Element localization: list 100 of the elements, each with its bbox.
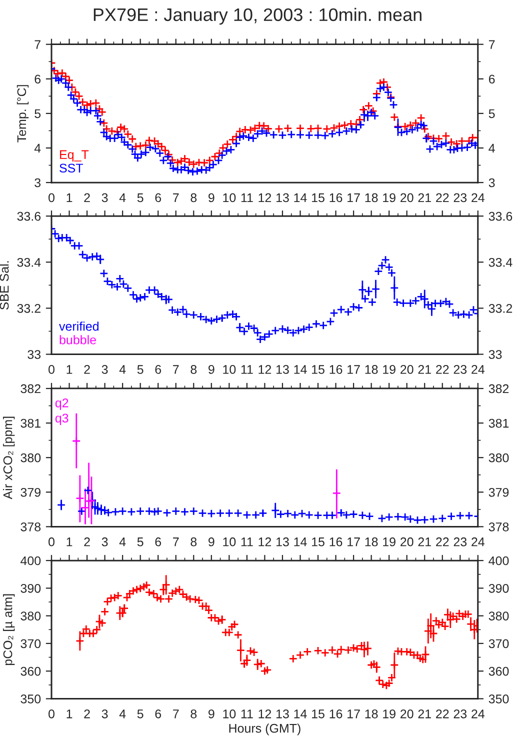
- x-tick-label: 2: [84, 537, 90, 546]
- y-tick-label: 7: [34, 40, 40, 49]
- y-axis-title: Air xCO₂ [ppm]: [3, 416, 15, 500]
- x-tick-label: 11: [241, 538, 253, 546]
- x-tick-label: 16: [330, 193, 342, 202]
- x-tick-label: 1: [66, 365, 72, 374]
- x-tick-label: 21: [418, 365, 431, 374]
- x-tick-label: 17: [348, 710, 360, 718]
- y2-tick-label: 380: [488, 453, 509, 462]
- x-tick-label: 17: [348, 193, 360, 202]
- y2-tick-label: 5: [488, 109, 495, 118]
- x-tick-label: 6: [155, 709, 162, 718]
- x-tick-label: 3: [102, 365, 108, 374]
- x-tick-label: 5: [137, 193, 144, 202]
- y-tick-label: 350: [20, 694, 41, 704]
- x-tick-label: 0: [48, 365, 54, 374]
- x-tick-label: 9: [208, 537, 214, 546]
- x-tick-label: 8: [190, 193, 197, 202]
- y-tick-label: 380: [20, 453, 41, 462]
- x-tick-label: 23: [454, 709, 467, 718]
- x-tick-label: 2: [84, 709, 90, 718]
- x-tick-label: 22: [436, 709, 449, 718]
- x-tick-label: 18: [365, 537, 378, 546]
- x-tick-label: 18: [365, 709, 378, 718]
- y2-tick-label: 33.4: [488, 258, 512, 267]
- x-tick-label: 15: [312, 710, 324, 718]
- x-tick-label: 12: [258, 365, 272, 374]
- y2-tick-label: 379: [488, 488, 509, 497]
- x-tick-label: 13: [276, 365, 289, 374]
- x-tick-label: 4: [119, 538, 126, 546]
- x-tick-label: 22: [436, 193, 449, 202]
- x-tick-label: 10: [223, 537, 236, 546]
- x-tick-label: 9: [208, 365, 214, 374]
- x-tick-label: 24: [472, 365, 485, 374]
- x-tick-label: 14: [294, 193, 307, 202]
- x-tick-label: 12: [258, 709, 272, 718]
- y-tick-label: 5: [34, 109, 41, 118]
- x-tick-label: 7: [173, 193, 179, 202]
- x-tick-label: 13: [276, 709, 289, 718]
- y2-tick-label: 350: [488, 694, 509, 704]
- x-tick-label: 14: [294, 538, 307, 546]
- x-tick-label: 16: [330, 537, 342, 546]
- x-tick-label: 12: [258, 193, 272, 202]
- y2-tick-label: 33.2: [488, 304, 512, 313]
- y-tick-label: 390: [20, 584, 41, 593]
- x-tick-label: 18: [365, 193, 378, 202]
- text: SST: [60, 164, 84, 173]
- x-tick-label: 23: [454, 193, 467, 202]
- x-tick-label: 16: [330, 709, 342, 718]
- x-tick-label: 0: [48, 193, 54, 202]
- y-tick-label: 370: [20, 639, 41, 648]
- x-tick-label: 19: [383, 537, 396, 546]
- x-tick-label: 3: [102, 193, 108, 202]
- y-axis-title: SBE Sal.: [0, 261, 9, 310]
- x-axis-title: Hours (GMT): [229, 724, 300, 736]
- x-tick-label: 7: [173, 365, 179, 374]
- y-tick-label: 378: [20, 522, 41, 532]
- y2-tick-label: 4: [488, 144, 495, 153]
- x-tick-label: 12: [258, 537, 272, 546]
- x-tick-label: 4: [119, 193, 126, 202]
- x-tick-label: 21: [418, 537, 431, 546]
- y-tick-label: 33.6: [17, 212, 41, 221]
- y-tick-label: 382: [20, 384, 40, 394]
- x-tick-label: 9: [208, 193, 214, 202]
- y-axis-title: Temp. [°C]: [16, 85, 29, 142]
- y2-tick-label: 6: [488, 74, 495, 84]
- x-tick-label: 5: [137, 710, 144, 718]
- y2-tick-label: 360: [488, 666, 509, 676]
- text: verified: [59, 322, 98, 331]
- x-tick-label: 17: [348, 365, 360, 374]
- y-tick-label: 6: [34, 74, 41, 84]
- x-tick-label: 11: [241, 193, 253, 202]
- y2-tick-label: 7: [488, 40, 495, 49]
- y2-tick-label: 378: [488, 522, 509, 532]
- x-tick-label: 24: [472, 709, 485, 718]
- x-tick-label: 17: [348, 538, 360, 546]
- y2-tick-label: 3: [488, 178, 495, 188]
- y-tick-label: 4: [34, 144, 41, 153]
- x-tick-label: 23: [454, 537, 467, 546]
- x-tick-label: 13: [276, 193, 289, 202]
- x-tick-label: 14: [294, 365, 307, 374]
- x-tick-label: 20: [400, 709, 414, 718]
- x-tick-label: 7: [173, 710, 179, 718]
- x-tick-label: 14: [294, 710, 307, 718]
- x-tick-label: 11: [241, 365, 253, 374]
- x-tick-label: 19: [383, 365, 396, 374]
- y-tick-label: 360: [20, 666, 41, 676]
- x-tick-label: 23: [454, 365, 467, 374]
- y-axis-title: pCO₂ [µ atm]: [3, 594, 15, 666]
- x-tick-label: 19: [383, 709, 396, 718]
- annotation: q3: [55, 414, 68, 426]
- x-tick-label: 10: [223, 193, 236, 202]
- x-tick-label: 24: [472, 537, 485, 546]
- y2-tick-label: 380: [488, 612, 509, 620]
- x-tick-label: 24: [472, 193, 485, 202]
- x-tick-label: 15: [312, 538, 324, 546]
- x-tick-label: 21: [418, 193, 431, 202]
- x-tick-label: 0: [48, 709, 54, 718]
- x-tick-label: 11: [241, 710, 253, 718]
- y2-tick-label: 390: [488, 584, 509, 593]
